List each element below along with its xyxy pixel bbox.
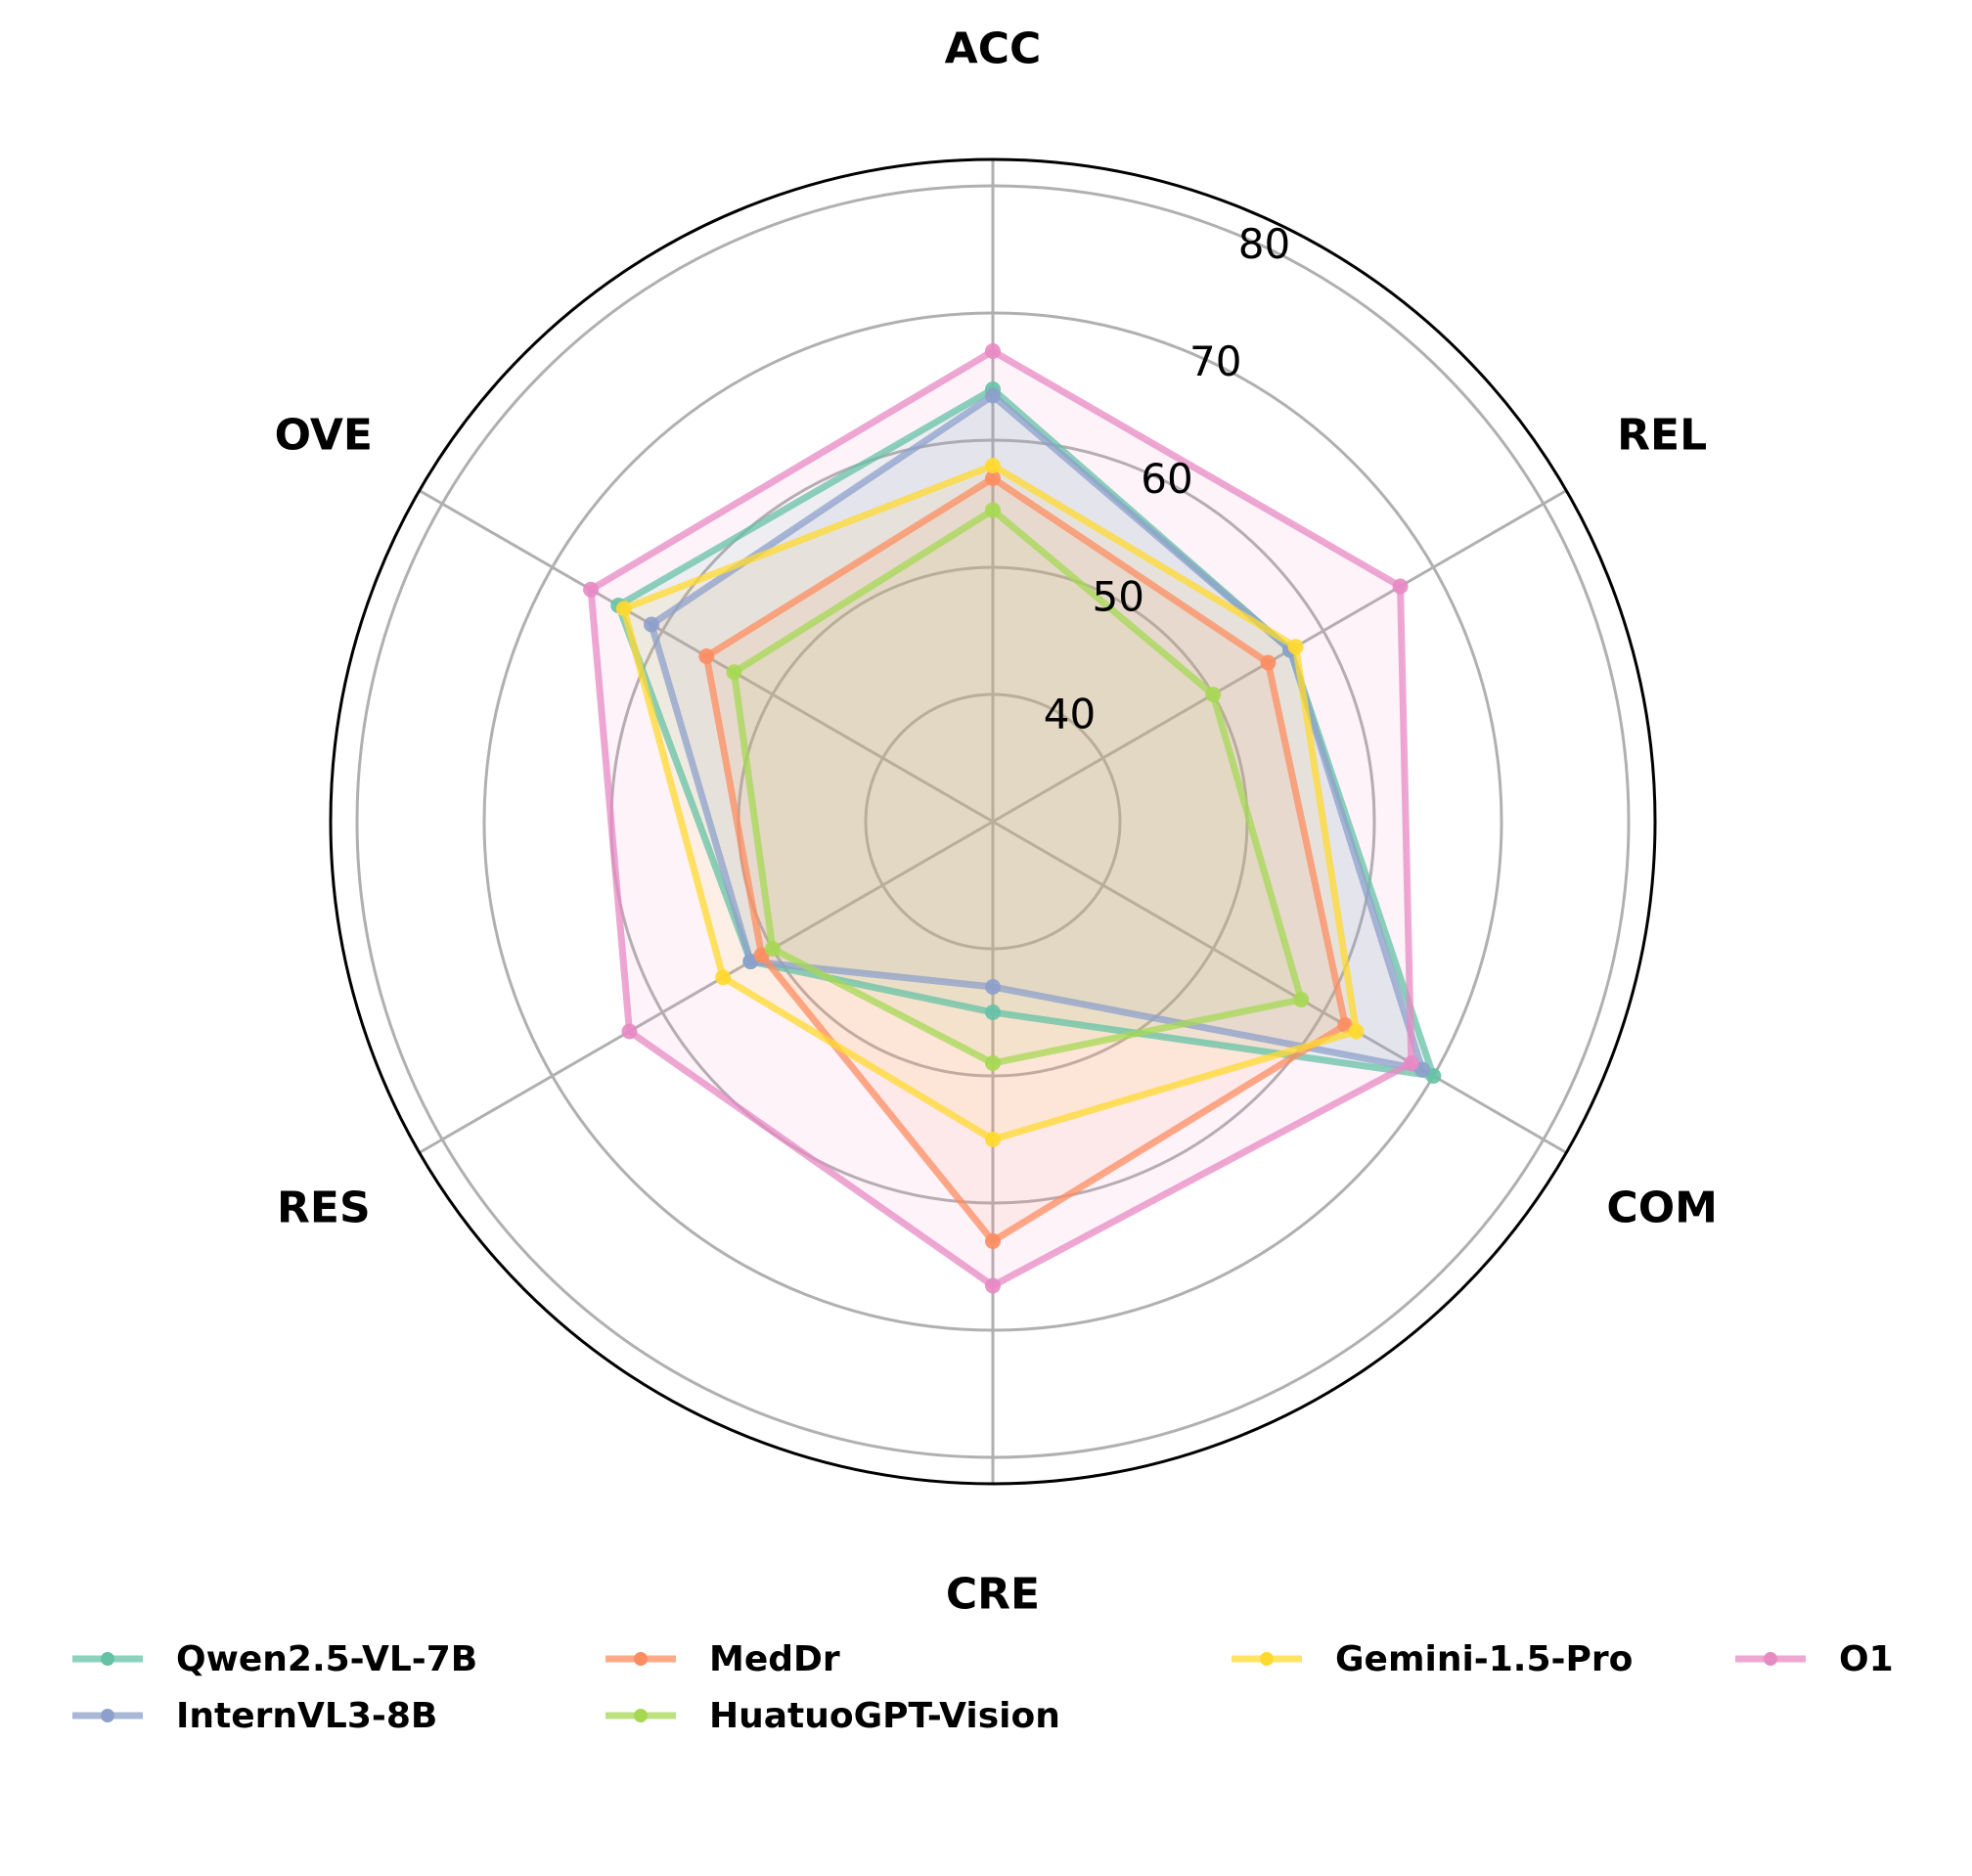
legend-swatch bbox=[605, 1652, 676, 1666]
legend-swatch bbox=[1232, 1652, 1302, 1666]
outer-frame bbox=[329, 157, 1657, 1486]
tick-label-40: 40 bbox=[1044, 690, 1096, 737]
legend-marker bbox=[101, 1709, 114, 1722]
axis-label-ove: OVE bbox=[275, 411, 373, 461]
point-o1-rel bbox=[1392, 578, 1409, 595]
point-o1-res bbox=[621, 1023, 638, 1040]
tick-label-60: 60 bbox=[1141, 455, 1192, 503]
point-meddr-ove bbox=[698, 648, 715, 664]
point-gemini-1-5-pro-cre bbox=[985, 1132, 1001, 1147]
legend-marker bbox=[101, 1652, 114, 1666]
legend-marker bbox=[1260, 1652, 1274, 1666]
point-huatuogpt-vision-rel bbox=[1205, 687, 1222, 702]
point-huatuogpt-vision-acc bbox=[985, 502, 1001, 518]
spoke-res bbox=[418, 820, 994, 1154]
point-meddr-acc bbox=[985, 470, 1001, 486]
point-huatuogpt-vision-res bbox=[764, 941, 781, 957]
axis-label-cre: CRE bbox=[946, 1570, 1040, 1620]
series-huatuogpt-vision bbox=[726, 502, 1310, 1071]
point-gemini-1-5-pro-rel bbox=[1287, 639, 1304, 655]
tick-label-80: 80 bbox=[1238, 220, 1290, 268]
point-o1-cre bbox=[985, 1277, 1001, 1294]
point-huatuogpt-vision-ove bbox=[726, 664, 742, 681]
point-huatuogpt-vision-cre bbox=[985, 1055, 1001, 1071]
spoke-rel bbox=[992, 489, 1568, 824]
legend-label: InternVL3-8B bbox=[176, 1695, 438, 1736]
point-gemini-1-5-pro-acc bbox=[985, 458, 1001, 473]
point-huatuogpt-vision-com bbox=[1293, 992, 1310, 1007]
point-o1-acc bbox=[985, 343, 1001, 359]
legend-swatch bbox=[1735, 1652, 1806, 1666]
legend-label: O1 bbox=[1839, 1638, 1894, 1679]
legend-item: Qwen2.5-VL-7B bbox=[68, 1631, 477, 1686]
legend-label: Gemini-1.5-Pro bbox=[1335, 1638, 1634, 1679]
legend-item: MedDr bbox=[602, 1631, 840, 1686]
point-gemini-1-5-pro-com bbox=[1348, 1023, 1365, 1040]
axis-label-res: RES bbox=[277, 1184, 371, 1233]
series-o1 bbox=[583, 343, 1419, 1294]
legend-item: HuatuoGPT-Vision bbox=[602, 1688, 1060, 1743]
point-meddr-cre bbox=[985, 1233, 1001, 1249]
point-internvl3-8b-ove bbox=[643, 616, 659, 633]
legend-marker bbox=[634, 1709, 648, 1722]
legend-swatch bbox=[72, 1652, 143, 1666]
legend-label: HuatuoGPT-Vision bbox=[709, 1695, 1060, 1736]
series-gemini-1-5-pro bbox=[615, 458, 1365, 1147]
legend-item: InternVL3-8B bbox=[68, 1688, 437, 1743]
point-gemini-1-5-pro-ove bbox=[615, 601, 632, 617]
legend: Qwen2.5-VL-7B InternVL3-8B MedDr HuatuoGPT-… bbox=[68, 1631, 1927, 1749]
radar-grid bbox=[329, 157, 1657, 1486]
tick-label-70: 70 bbox=[1189, 337, 1241, 385]
legend-swatch bbox=[72, 1709, 143, 1722]
radial-tick-labels: 40 50 60 70 80 bbox=[1044, 220, 1290, 737]
series-fill-internvl3-8b bbox=[650, 395, 1423, 1070]
legend-marker bbox=[1764, 1652, 1777, 1666]
point-internvl3-8b-acc bbox=[985, 387, 1001, 404]
point-qwen2-5-vl-7b-cre bbox=[985, 1005, 1001, 1020]
axis-label-rel: REL bbox=[1617, 411, 1707, 461]
axis-labels: ACC REL COM CRE RES OVE bbox=[275, 24, 1718, 1620]
series-lines bbox=[583, 343, 1442, 1294]
series-meddr bbox=[698, 470, 1354, 1249]
legend-item: Gemini-1.5-Pro bbox=[1228, 1631, 1633, 1686]
axis-label-acc: ACC bbox=[945, 24, 1042, 74]
point-internvl3-8b-cre bbox=[985, 979, 1001, 995]
legend-swatch bbox=[605, 1709, 676, 1722]
axis-label-com: COM bbox=[1606, 1184, 1717, 1233]
series-fill-o1 bbox=[591, 351, 1412, 1286]
series-fill-huatuogpt-vision bbox=[734, 510, 1302, 1063]
series-fill-qwen2-5-vl-7b bbox=[618, 389, 1434, 1076]
tick-label-50: 50 bbox=[1092, 572, 1143, 620]
point-o1-com bbox=[1403, 1055, 1419, 1071]
point-o1-ove bbox=[583, 581, 600, 598]
point-gemini-1-5-pro-res bbox=[715, 969, 732, 986]
spoke-com bbox=[992, 820, 1568, 1154]
point-meddr-rel bbox=[1260, 654, 1277, 671]
legend-label: MedDr bbox=[709, 1638, 840, 1679]
legend-label: Qwen2.5-VL-7B bbox=[176, 1638, 478, 1679]
legend-item: O1 bbox=[1731, 1631, 1894, 1686]
legend-marker bbox=[634, 1652, 648, 1666]
